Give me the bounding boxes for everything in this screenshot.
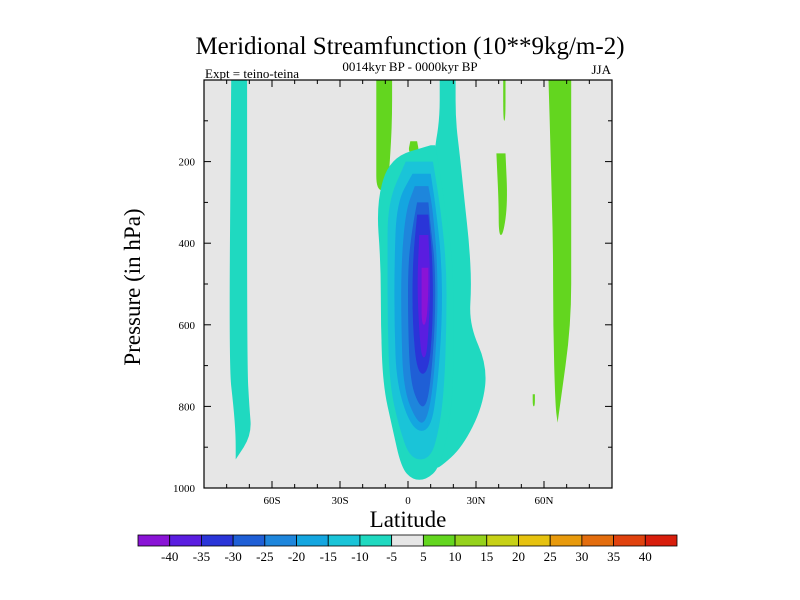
x-tick-label: 30N (467, 495, 486, 507)
y-tick-label: 200 (179, 157, 196, 169)
colorbar-box (327, 534, 361, 547)
colorbar-label: -10 (351, 549, 368, 564)
contour-north-column-5 (548, 80, 572, 423)
colorbar-box (518, 534, 551, 547)
colorbar-label: 20 (512, 549, 525, 564)
y-tick-label: 600 (179, 320, 196, 332)
colorbar-label: -5 (386, 549, 397, 564)
plot-area (203, 79, 613, 489)
y-axis-label: Pressure (in hPa) (120, 208, 145, 365)
chart-title: Meridional Streamfunction (10**9kg/m-2) (195, 33, 624, 60)
colorbar (137, 534, 678, 547)
colorbar-label: -20 (288, 549, 305, 564)
x-tick-label: 30S (331, 495, 348, 507)
contour-north-column-3 (496, 153, 507, 235)
contour-south-polar-column (229, 80, 251, 460)
colorbar-box (296, 534, 329, 547)
season-label: JJA (591, 62, 611, 77)
colorbar-label: 5 (420, 549, 427, 564)
colorbar-label: -30 (224, 549, 241, 564)
colorbar-box (454, 534, 488, 547)
x-axis: 60S 30S 0 30N 60N (203, 80, 613, 507)
colorbar-box (422, 534, 456, 547)
colorbar-label: 25 (544, 549, 557, 564)
x-axis-label: Latitude (370, 507, 447, 532)
colorbar-box (644, 534, 678, 547)
colorbar-label: 15 (480, 549, 493, 564)
contour-north-column-4 (503, 80, 506, 121)
colorbar-box (581, 534, 614, 547)
contour-fills (229, 80, 572, 480)
contour-north-spot (532, 394, 535, 407)
colorbar-label: 10 (449, 549, 462, 564)
contour-north-upper-band-1 (376, 80, 393, 191)
y-tick-label: 400 (179, 238, 196, 250)
colorbar-label: -35 (193, 549, 210, 564)
x-tick-label: 0 (405, 495, 411, 507)
colorbar-label: 40 (639, 549, 652, 564)
colorbar-box (391, 534, 424, 547)
colorbar-box (613, 534, 646, 547)
colorbar-box (232, 534, 266, 547)
colorbar-label: -15 (320, 549, 337, 564)
colorbar-box (201, 534, 234, 547)
experiment-label: Expt = teino-teina (205, 66, 299, 81)
colorbar-label: -40 (161, 549, 178, 564)
chart-subtitle: 0014kyr BP - 0000kyr BP (342, 59, 477, 74)
colorbar-label: -25 (256, 549, 273, 564)
x-tick-label: 60N (535, 495, 554, 507)
colorbar-box (549, 534, 583, 547)
x-tick-label: 60S (263, 495, 280, 507)
colorbar-box (169, 534, 202, 547)
y-tick-label: 1000 (173, 483, 196, 495)
colorbar-box (264, 534, 297, 547)
colorbar-box (359, 534, 393, 547)
colorbar-box (486, 534, 519, 547)
colorbar-label: 30 (575, 549, 588, 564)
y-axis: 200 400 600 800 1000 (173, 79, 612, 495)
contour-hadley-cell-level-7 (421, 267, 429, 325)
colorbar-labels: -40 -35 -30 -25 -20 -15 -10 -5 5 10 15 20 25 30 35 40 (161, 549, 652, 564)
y-tick-label: 800 (179, 401, 196, 413)
colorbar-label: 35 (607, 549, 620, 564)
colorbar-box (137, 534, 171, 547)
